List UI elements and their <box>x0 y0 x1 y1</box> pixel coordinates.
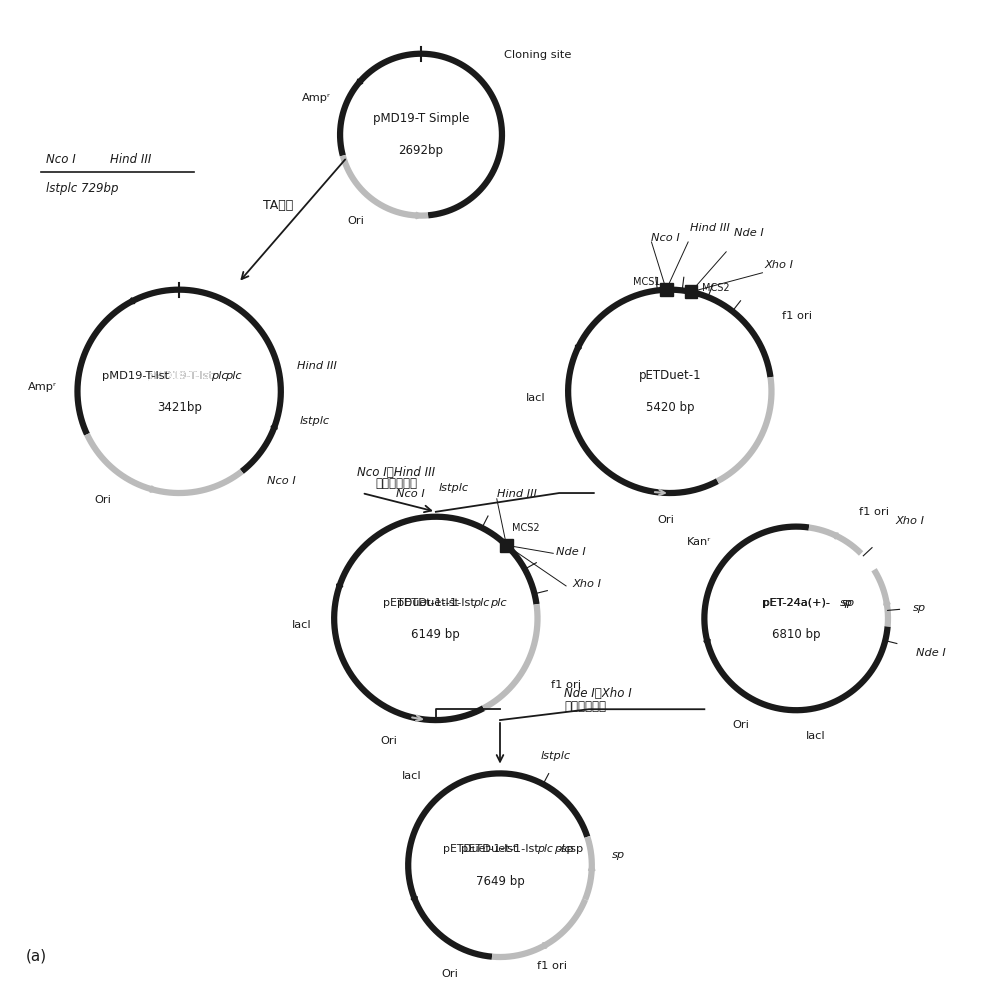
Text: MCS2: MCS2 <box>512 524 540 534</box>
Text: sp: sp <box>612 850 625 860</box>
Text: Ampʳ: Ampʳ <box>28 382 57 392</box>
Text: pETDuet-1-lst: pETDuet-1-lst <box>443 844 517 854</box>
Text: pETDuet-1-lst: pETDuet-1-lst <box>397 598 475 608</box>
Text: Ampʳ: Ampʳ <box>302 93 331 103</box>
Text: Ori: Ori <box>441 969 458 979</box>
Text: Xho I: Xho I <box>572 579 601 589</box>
Text: lstplc: lstplc <box>540 751 570 761</box>
Text: f1 ori: f1 ori <box>551 679 581 689</box>
Text: Hind III: Hind III <box>497 489 537 499</box>
Text: Nco I: Nco I <box>396 489 425 499</box>
Text: MCS1: MCS1 <box>633 277 660 287</box>
Text: pETDuet-1-lst: pETDuet-1-lst <box>461 844 539 854</box>
Text: sp: sp <box>840 598 852 608</box>
Text: 6810 bp: 6810 bp <box>772 628 820 641</box>
Text: Hind III: Hind III <box>110 153 151 166</box>
Text: sp: sp <box>842 598 855 608</box>
Text: Nco I: Nco I <box>267 476 296 486</box>
Text: Nco I: Nco I <box>651 233 680 243</box>
Text: Kanʳ: Kanʳ <box>687 537 711 546</box>
Text: 2692bp: 2692bp <box>399 144 444 157</box>
Text: Hind III: Hind III <box>297 361 336 371</box>
Text: sp: sp <box>913 603 926 613</box>
Text: Nde I: Nde I <box>916 648 946 658</box>
Text: Ori: Ori <box>381 737 397 746</box>
Text: Xho I: Xho I <box>896 516 925 526</box>
Text: plc: plc <box>554 844 571 854</box>
Text: Nco I: Nco I <box>46 153 76 166</box>
Text: plc: plc <box>225 370 241 380</box>
Text: 6149 bp: 6149 bp <box>411 628 460 641</box>
Text: lacI: lacI <box>806 732 826 742</box>
Text: pMD19-T Simple: pMD19-T Simple <box>373 113 469 126</box>
Text: plc: plc <box>538 844 553 854</box>
Text: -sp: -sp <box>557 844 574 854</box>
Text: MCS2: MCS2 <box>702 283 729 293</box>
Text: 5420 bp: 5420 bp <box>646 401 694 414</box>
Text: f1 ori: f1 ori <box>859 507 889 517</box>
Text: Nde I和Xho I: Nde I和Xho I <box>564 687 632 700</box>
Text: pET-24a(+)-: pET-24a(+)- <box>763 598 830 608</box>
Text: (a): (a) <box>26 949 47 964</box>
Text: Nde I: Nde I <box>556 546 586 556</box>
Text: Nde I: Nde I <box>734 228 764 238</box>
Text: 双酶切后连接: 双酶切后连接 <box>375 477 417 490</box>
Text: lstplc: lstplc <box>438 482 469 493</box>
Text: Nco I和Hind III: Nco I和Hind III <box>357 466 435 479</box>
Text: 3421bp: 3421bp <box>157 401 202 414</box>
Text: lacI: lacI <box>292 620 312 630</box>
Text: lacI: lacI <box>526 393 546 403</box>
Text: plc: plc <box>211 370 227 380</box>
Text: Xho I: Xho I <box>765 259 794 269</box>
Text: f1 ori: f1 ori <box>782 311 812 322</box>
FancyBboxPatch shape <box>685 285 697 298</box>
Text: Ori: Ori <box>95 495 112 505</box>
Text: pET-24a(+)-: pET-24a(+)- <box>762 598 830 608</box>
Text: plc: plc <box>490 598 506 608</box>
Text: pMD19-T-lst: pMD19-T-lst <box>102 370 169 380</box>
Text: pETDuet-1: pETDuet-1 <box>638 369 701 382</box>
FancyBboxPatch shape <box>660 283 673 296</box>
Text: 7649 bp: 7649 bp <box>476 874 524 887</box>
Text: pETDuet-1-lst: pETDuet-1-lst <box>383 598 459 608</box>
Text: Ori: Ori <box>732 720 749 730</box>
Text: lstplc: lstplc <box>300 417 330 427</box>
Text: -sp: -sp <box>566 844 584 854</box>
Text: Ori: Ori <box>347 216 364 226</box>
Text: 双酶切后连接: 双酶切后连接 <box>564 700 606 713</box>
Text: Hind III: Hind III <box>690 223 730 233</box>
Text: Cloning site: Cloning site <box>504 50 571 60</box>
Text: f1 ori: f1 ori <box>537 961 567 971</box>
FancyBboxPatch shape <box>500 539 513 551</box>
Text: pMD19-T-lst: pMD19-T-lst <box>146 370 213 380</box>
Text: lacI: lacI <box>402 771 422 781</box>
Text: TA连接: TA连接 <box>263 199 293 212</box>
Text: pMD19-T-lst: pMD19-T-lst <box>146 370 213 380</box>
Text: plc: plc <box>473 598 490 608</box>
Text: lstplc 729bp: lstplc 729bp <box>46 182 118 195</box>
Text: Ori: Ori <box>657 516 674 526</box>
